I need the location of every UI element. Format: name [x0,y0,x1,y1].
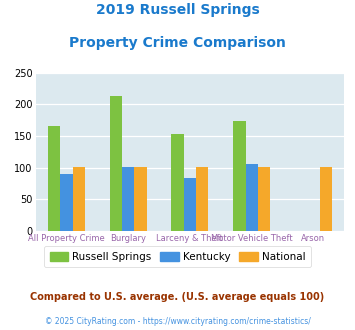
Bar [320,167,332,231]
Text: Arson: Arson [301,234,326,243]
Legend: Russell Springs, Kentucky, National: Russell Springs, Kentucky, National [44,247,311,267]
Bar [196,167,208,231]
Bar [122,167,134,231]
Text: Larceny & Theft: Larceny & Theft [157,234,223,243]
Text: Burglary: Burglary [110,234,146,243]
Bar [110,96,122,231]
Bar [60,174,72,231]
Bar [48,126,60,231]
Bar [246,164,258,231]
Text: Compared to U.S. average. (U.S. average equals 100): Compared to U.S. average. (U.S. average … [31,292,324,302]
Bar [171,134,184,231]
Bar [72,167,85,231]
Text: © 2025 CityRating.com - https://www.cityrating.com/crime-statistics/: © 2025 CityRating.com - https://www.city… [45,317,310,326]
Bar [233,121,246,231]
Text: 2019 Russell Springs: 2019 Russell Springs [95,3,260,17]
Text: Property Crime Comparison: Property Crime Comparison [69,36,286,50]
Bar [134,167,147,231]
Bar [184,178,196,231]
Text: Motor Vehicle Theft: Motor Vehicle Theft [211,234,293,243]
Bar [258,167,270,231]
Text: All Property Crime: All Property Crime [28,234,105,243]
